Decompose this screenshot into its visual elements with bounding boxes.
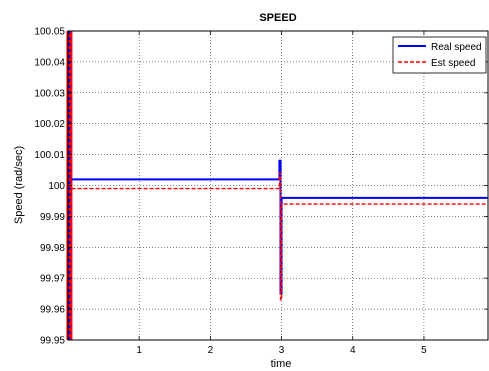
x-tick-label: 4 [350,345,356,356]
y-tick-label: 100.05 [34,27,65,38]
chart-title: SPEED [259,12,296,24]
y-tick-label: 99.98 [40,243,65,254]
y-tick-label: 100.02 [34,119,65,130]
y-axis-title: Speed (rad/sec) [13,146,25,224]
y-tick-label: 99.97 [40,274,65,285]
y-tick-label: 99.96 [40,305,65,316]
y-tick-label: 100.01 [34,150,65,161]
y-tick-label: 100.04 [34,57,65,68]
legend: Real speed Est speed [392,36,487,74]
legend-box [392,36,487,74]
x-tick-label: 3 [279,345,285,356]
legend-label-est-speed: Est speed [431,58,475,69]
legend-label-real-speed: Real speed [431,42,482,53]
axis-ticks [68,30,488,341]
x-tick-label: 1 [136,345,142,356]
y-tick-label: 99.95 [40,336,65,347]
tick-labels: 1 2 3 4 5 99.95 99.96 99.97 99.98 99.99 100 100.01 1… [34,27,427,357]
series-line-est-speed [71,172,488,301]
x-tick-label: 2 [208,345,214,356]
y-tick-label: 99.99 [40,212,65,223]
y-tick-label: 100.03 [34,88,65,99]
x-axis-title: time [271,358,292,370]
y-tick-label: 100 [48,181,65,192]
grid-lines [68,31,488,340]
x-tick-label: 5 [421,345,427,356]
